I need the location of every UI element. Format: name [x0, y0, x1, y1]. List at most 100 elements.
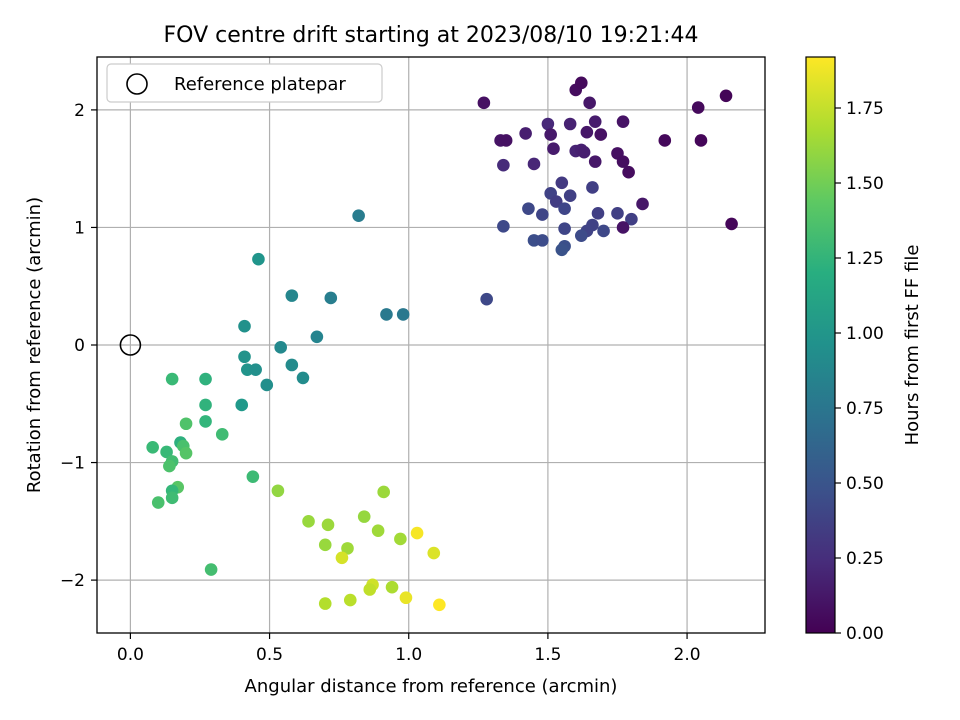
data-point	[588, 155, 602, 168]
data-point	[616, 221, 630, 234]
data-point	[296, 371, 310, 385]
points-layer	[146, 76, 738, 612]
colorbar-tick-label: 0.50	[846, 474, 884, 494]
data-point	[575, 229, 588, 242]
data-point	[352, 209, 365, 222]
y-axis-label: Rotation from reference (arcmin)	[24, 197, 45, 493]
data-point	[549, 195, 563, 208]
data-point	[335, 551, 349, 565]
data-point	[691, 101, 705, 114]
data-point	[575, 76, 588, 90]
data-point	[363, 583, 377, 596]
data-point	[321, 518, 335, 532]
data-point	[179, 417, 193, 431]
colorbar-gradient	[805, 56, 836, 634]
data-point	[636, 197, 649, 211]
data-point	[616, 115, 630, 128]
x-tick-label: 2.0	[674, 645, 701, 665]
data-point	[719, 89, 733, 103]
data-point	[199, 372, 212, 386]
colorbar-tick-label: 1.00	[846, 324, 884, 344]
colorbar-tick-label: 0.00	[846, 624, 884, 644]
data-point	[357, 510, 371, 523]
data-point	[371, 524, 385, 538]
data-point	[271, 484, 285, 498]
data-point	[544, 128, 557, 141]
data-point	[497, 158, 510, 172]
data-point	[577, 145, 591, 159]
data-point	[497, 219, 510, 233]
y-tick-label: 2	[74, 101, 85, 121]
data-point	[558, 202, 571, 215]
data-point	[343, 593, 357, 607]
data-point	[480, 292, 493, 306]
data-point	[310, 330, 324, 344]
colorbar-tick-label: 0.75	[846, 399, 884, 419]
data-point	[274, 341, 288, 354]
data-point	[318, 597, 332, 610]
data-point	[522, 202, 535, 215]
data-point	[238, 350, 251, 364]
data-point	[597, 224, 610, 238]
data-point	[725, 217, 738, 231]
data-point	[238, 319, 251, 333]
data-point	[165, 372, 179, 386]
data-point	[318, 538, 332, 552]
grid	[97, 57, 765, 633]
y-tick-label: 1	[74, 218, 85, 238]
data-point	[394, 532, 407, 546]
data-point	[547, 142, 560, 155]
data-point	[160, 445, 173, 459]
legend-box	[106, 63, 383, 103]
data-point	[588, 115, 602, 128]
data-point	[215, 428, 229, 441]
colorbar-tick-label: 0.25	[846, 549, 884, 569]
data-point	[555, 243, 569, 257]
data-point	[427, 546, 441, 560]
data-point	[611, 207, 624, 220]
data-point	[199, 415, 212, 428]
x-tick-label: 0.5	[256, 645, 283, 665]
data-point	[625, 212, 638, 226]
data-point	[341, 542, 354, 555]
data-point	[499, 134, 513, 147]
data-point	[260, 378, 274, 392]
x-tick-label: 1.5	[534, 645, 561, 665]
data-point	[285, 289, 299, 302]
data-point	[396, 308, 410, 321]
data-point	[249, 363, 262, 376]
legend: Reference platepar	[106, 63, 383, 103]
data-point	[519, 127, 532, 140]
data-point	[380, 308, 393, 321]
data-point	[536, 208, 549, 221]
data-point	[302, 515, 315, 528]
data-point	[385, 580, 399, 594]
x-tick-label: 0.0	[117, 645, 144, 665]
data-point	[151, 496, 165, 509]
data-point	[536, 234, 549, 247]
data-point	[163, 459, 176, 473]
colorbar: 0.00 0.25 0.50 0.75 1.00 1.25 1.50 1.75 Hours f…	[805, 56, 923, 644]
legend-marker-icon	[126, 73, 148, 95]
data-point	[377, 485, 390, 499]
colorbar-tick-label: 1.25	[846, 249, 884, 269]
data-point	[246, 470, 260, 483]
legend-entry-reference: Reference platepar	[174, 74, 346, 95]
data-point	[399, 591, 413, 605]
colorbar-label: Hours from first FF file	[902, 245, 923, 446]
data-point	[694, 134, 708, 147]
data-point	[558, 222, 571, 235]
data-point	[252, 252, 265, 266]
data-point	[591, 207, 605, 220]
data-point	[541, 117, 555, 131]
data-point	[622, 165, 635, 179]
data-point	[586, 181, 599, 194]
data-point	[410, 526, 424, 540]
data-point	[199, 398, 212, 412]
data-point	[146, 440, 159, 454]
data-point	[580, 125, 594, 139]
data-point	[477, 96, 491, 110]
data-point	[285, 358, 299, 372]
reference-point	[119, 334, 142, 356]
